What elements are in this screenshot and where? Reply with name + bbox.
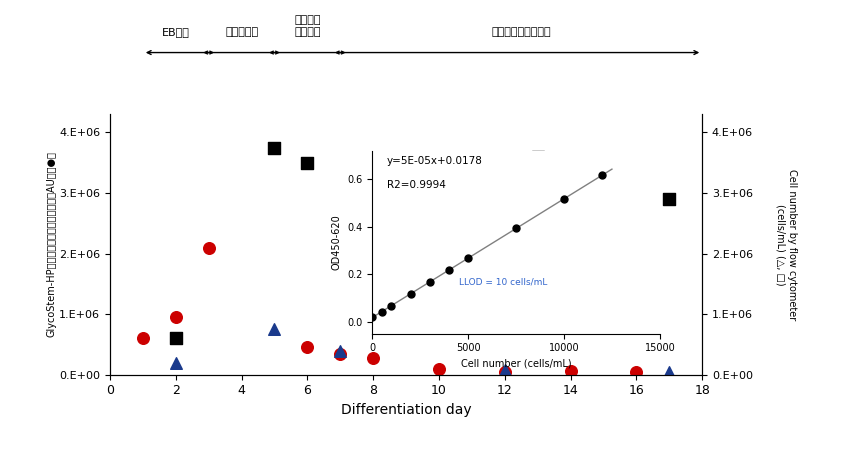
Point — [300, 159, 314, 166]
Point — [169, 314, 183, 321]
Point — [136, 335, 150, 342]
Point — [498, 366, 512, 373]
Point — [563, 368, 577, 375]
Text: EB形成: EB形成 — [162, 27, 190, 37]
Point — [498, 368, 512, 375]
Text: 中胚様誤導: 中胚様誤導 — [225, 27, 258, 37]
Point — [461, 255, 475, 262]
X-axis label: Differentiation day: Differentiation day — [341, 403, 471, 417]
Text: y=5E-05x+0.0178: y=5E-05x+0.0178 — [387, 156, 482, 166]
Point — [202, 244, 216, 251]
Point — [333, 347, 347, 354]
Point — [365, 314, 379, 321]
Point — [423, 278, 437, 286]
Point — [169, 359, 183, 366]
Point — [366, 355, 380, 362]
Point — [385, 302, 398, 309]
Point — [300, 344, 314, 351]
X-axis label: Cell number (cells/mL): Cell number (cells/mL) — [461, 359, 571, 369]
Point — [267, 326, 281, 333]
Point — [629, 368, 643, 375]
Text: 心筋前駆
細胞誤導: 心筋前駆 細胞誤導 — [294, 15, 321, 37]
Point — [375, 308, 388, 315]
Point — [432, 365, 446, 372]
Point — [558, 195, 571, 202]
Point — [596, 171, 609, 179]
Point — [333, 350, 347, 357]
Y-axis label: Cell number by flow cytometer
(cells/mL) (△, □): Cell number by flow cytometer (cells/mL)… — [775, 169, 797, 320]
Point — [442, 266, 456, 274]
Y-axis label: GlycoStem-HPで算出した見かけの細胞数（AU）（●）: GlycoStem-HPで算出した見かけの細胞数（AU）（●） — [47, 152, 57, 337]
Point — [662, 368, 676, 375]
Text: LLOD = 10 cells/mL: LLOD = 10 cells/mL — [459, 278, 547, 287]
Text: 心筋細胞の拡大維持: 心筋細胞の拡大維持 — [492, 27, 551, 37]
Point — [169, 335, 183, 342]
Point — [404, 290, 417, 298]
Point — [267, 144, 281, 151]
Point — [509, 225, 523, 232]
Y-axis label: OD450-620: OD450-620 — [332, 214, 342, 270]
Point — [531, 153, 545, 160]
Text: R2=0.9994: R2=0.9994 — [387, 180, 446, 190]
Point — [662, 196, 676, 203]
